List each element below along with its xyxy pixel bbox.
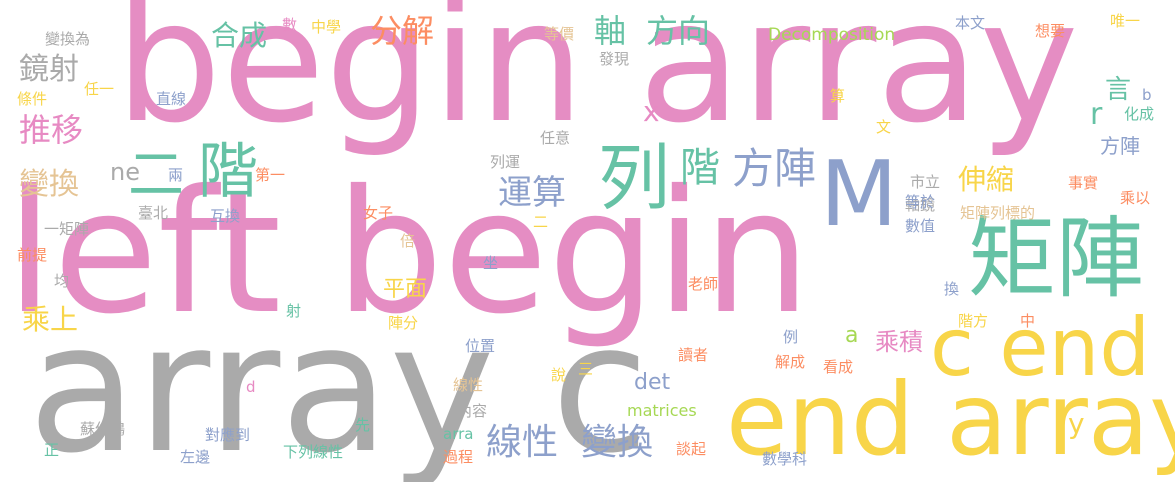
word-duzhe: 讀者: [678, 346, 709, 364]
word-er2: 二: [533, 213, 549, 231]
word-bianhuanwei: 變換為: [45, 30, 91, 48]
word-zhixian: 直線: [156, 90, 187, 108]
word-jiecheng: 解成: [775, 353, 806, 371]
word-shuzhi: 數值: [905, 217, 936, 235]
word-she: 射: [286, 302, 302, 320]
word-det: det: [634, 370, 671, 395]
word-nvzi: 女子: [363, 204, 394, 222]
word-jie2: 階: [680, 145, 720, 191]
word-a: a: [845, 323, 859, 348]
word-arra: arra: [443, 425, 474, 443]
word-dengjia: 等價: [544, 25, 575, 43]
word-fangzhen: 方陣: [732, 144, 817, 193]
word-juzhen: 矩陣: [968, 207, 1145, 310]
word-chengji: 乘積: [875, 328, 923, 356]
word-jiefang: 階方: [958, 312, 989, 330]
word-shensuo: 伸縮: [958, 163, 1015, 196]
word-matrices: matrices: [627, 401, 697, 420]
word-shili: 市立: [910, 173, 941, 191]
word-liang: 兩: [168, 166, 184, 184]
word-chengshang: 乘上: [22, 303, 79, 336]
word-lieyun: 列運: [490, 153, 521, 171]
word-left-begin: left begin: [6, 154, 811, 352]
word-begin-array: begin array: [115, 0, 1079, 160]
word-ne: ne: [110, 158, 140, 186]
word-li: 例: [783, 328, 799, 346]
word-zhenfen: 陣分: [388, 314, 419, 332]
word-renyi2: 任意: [540, 129, 571, 147]
word-neirong: 內容: [457, 402, 488, 420]
word-shishi: 事實: [1068, 174, 1099, 192]
word-fangxiang: 方向: [646, 12, 711, 50]
word-tanqi: 談起: [676, 440, 707, 458]
word-xian: 先: [355, 416, 371, 434]
word-shu: 數: [282, 16, 298, 34]
word-faxian: 發現: [599, 50, 630, 68]
word-M: M: [820, 142, 898, 247]
word-suan: 算: [828, 88, 846, 103]
word-d: d: [246, 378, 256, 396]
word-array-c: array c: [28, 285, 650, 482]
word-jingshe: 鏡射: [19, 52, 79, 87]
word-weizhi: 位置: [465, 337, 496, 355]
word-yan: 言: [1105, 75, 1132, 105]
word-dengyu: 等於: [905, 193, 936, 211]
word-bianhuan: 變換: [581, 422, 654, 463]
word-chengyi: 乘以: [1120, 189, 1151, 207]
word-zhoujing: 軸鏡: [905, 196, 936, 214]
word-shuo: 說: [551, 366, 567, 384]
word-fangzhen2: 方陣: [1100, 134, 1140, 158]
word-huan: 換: [944, 280, 960, 298]
word-r: r: [1090, 97, 1103, 132]
word-yunsuan: 運算: [498, 173, 566, 213]
word-benwen: 本文: [955, 14, 986, 32]
word-fenjie: 分解: [370, 12, 435, 50]
word-huacheng: 化成: [1124, 105, 1155, 123]
word-tuiyi: 推移: [19, 111, 84, 149]
word-pingmian: 平面: [383, 277, 428, 302]
word-duiyingdao: 對應到: [205, 426, 251, 444]
word-lie: 列: [598, 136, 671, 220]
word-zuobian: 左邊: [180, 448, 211, 466]
word-bei: 倍: [400, 232, 416, 250]
word-huhuan: 互換: [210, 207, 241, 225]
word-zhong: 中: [1020, 312, 1036, 330]
word-xiangyao: 想要: [1035, 22, 1066, 40]
word-xianxing: 線性: [486, 422, 559, 463]
word-decomposition: Decomposition: [768, 25, 896, 45]
word-zhou: 軸: [594, 12, 627, 50]
word-zheng: 正: [44, 441, 60, 459]
word-shuxueke: 數學科: [762, 450, 808, 468]
word-hecheng: 合成: [211, 19, 268, 52]
word-wen: 文: [876, 118, 892, 136]
word-b: b: [1142, 86, 1152, 104]
word-guocheng: 過程: [443, 448, 474, 466]
word-y: y: [1068, 407, 1085, 440]
word-xialiexianxing: 下列線性: [283, 443, 344, 461]
word-yijuzhen: 一矩陣: [44, 220, 90, 238]
word-x: x: [643, 95, 660, 128]
word-c-end: c end: [930, 301, 1151, 394]
word-xianxing2: 線性: [453, 376, 484, 394]
word-jie: 階: [198, 137, 258, 207]
word-tiaojian: 條件: [17, 90, 48, 108]
word-san: 三: [578, 360, 594, 378]
word-jun: 均: [54, 272, 70, 290]
word-weiyi: 唯一: [1110, 12, 1141, 30]
word-juzhenliebiaode: 矩陣列標的: [960, 204, 1036, 222]
word-sujunhong: 蘇俊鴻: [80, 420, 126, 438]
word-qianti: 前提: [17, 246, 48, 264]
word-kancheng: 看成: [823, 358, 854, 376]
word-zuo: 坐: [483, 254, 499, 272]
word-taibei: 臺北: [138, 204, 169, 222]
word-diyi: 第一: [255, 166, 286, 184]
word-bianhuan2: 變換: [19, 167, 79, 202]
word-zhongxue: 中學: [311, 18, 342, 36]
word-er: 二: [128, 143, 184, 208]
word-renyi: 任一: [84, 80, 115, 98]
word-laoshi: 老師: [688, 275, 719, 293]
word-end-array: end array: [726, 361, 1175, 478]
